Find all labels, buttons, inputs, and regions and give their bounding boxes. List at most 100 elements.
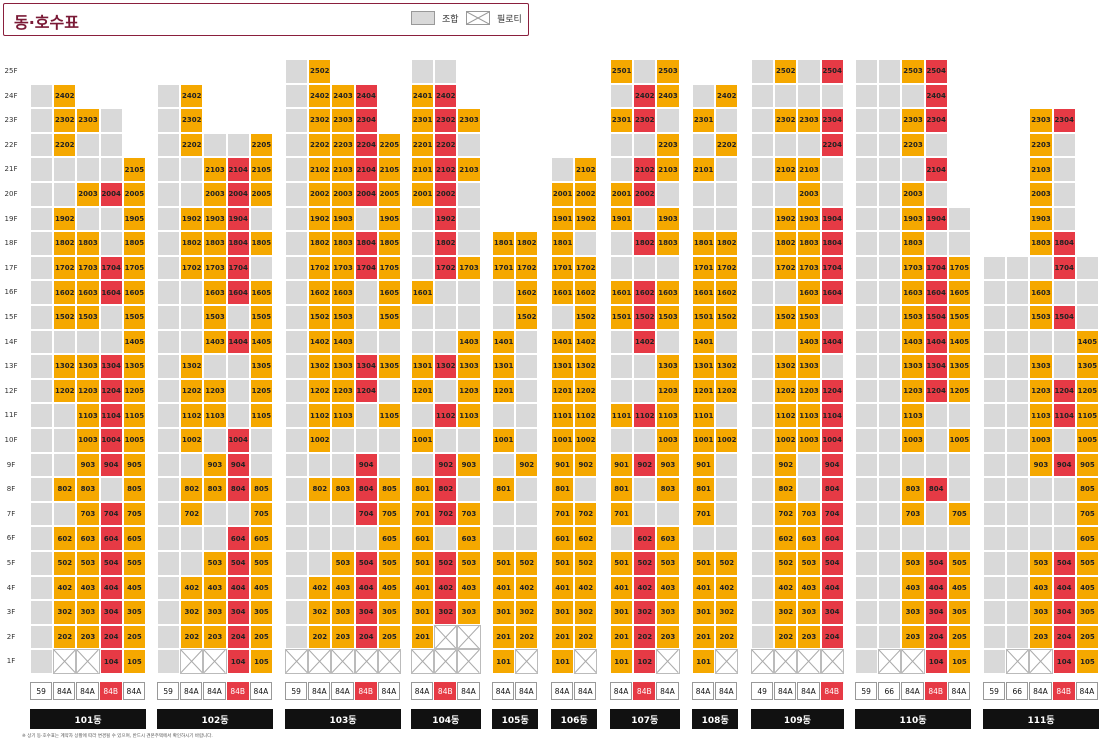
unit-cell-84b: 2304 — [1052, 108, 1076, 133]
unit-cell: 301 — [551, 600, 575, 625]
unit-cell: 303 — [901, 600, 925, 625]
unit-cell-84b: 104 — [1052, 649, 1076, 674]
unit-cell: 1101 — [551, 403, 575, 428]
unit-union — [354, 329, 378, 355]
unit-cell: 1603 — [331, 280, 355, 305]
unit-cell: 1103 — [901, 403, 925, 428]
unit-cell: 1205 — [249, 378, 273, 404]
unit-cell: 1302 — [53, 354, 77, 379]
unit-type-label: 84B — [633, 682, 656, 700]
unit-union — [411, 403, 435, 428]
unit-union — [751, 477, 775, 502]
unit-cell: 302 — [180, 600, 204, 625]
unit-cell: 2003 — [901, 182, 925, 207]
unit-union — [855, 378, 879, 404]
unit-cell-84b: 504 — [99, 551, 123, 576]
unit-cell: 903 — [656, 452, 680, 478]
unit-cell: 202 — [574, 624, 598, 650]
unit-cell-84b: 304 — [354, 600, 378, 625]
unit-cell: 302 — [774, 600, 798, 625]
unit-union — [610, 255, 634, 281]
floor-label: 11F — [4, 411, 18, 420]
unit-union — [30, 132, 54, 158]
unit-type-label: 84A — [774, 682, 797, 700]
unit-union — [411, 305, 435, 330]
unit-cell-84b: 204 — [924, 624, 948, 650]
unit-type-label: 84A — [656, 682, 679, 700]
unit-cell: 503 — [203, 551, 227, 576]
page-title: 동·호수표 — [14, 13, 79, 32]
unit-union — [226, 378, 250, 404]
unit-cell: 2303 — [1029, 108, 1053, 133]
unit-cell-84b: 1204 — [820, 378, 844, 404]
unit-cell: 1703 — [76, 255, 100, 281]
unit-cell-84b: 1504 — [924, 305, 948, 330]
unit-cell: 1305 — [249, 354, 273, 379]
unit-cell-84b: 604 — [820, 526, 844, 551]
unit-cell: 402 — [574, 575, 598, 601]
unit-cell: 1902 — [53, 206, 77, 232]
unit-type-label: 84A — [610, 682, 633, 700]
unit-union — [53, 329, 77, 355]
unit-cell: 1801 — [551, 231, 575, 256]
unit-cell: 601 — [411, 526, 435, 551]
unit-cell-84b: 2104 — [924, 157, 948, 182]
unit-union — [797, 83, 821, 109]
unit-type-label: 59 — [30, 682, 53, 700]
unit-cell: 905 — [1075, 452, 1099, 478]
unit-union — [30, 403, 54, 428]
unit-union — [610, 83, 634, 109]
unit-union — [855, 354, 879, 379]
unit-union — [30, 551, 54, 576]
unit-cell: 303 — [457, 600, 481, 625]
unit-union — [855, 231, 879, 256]
unit-cell: 2101 — [692, 157, 716, 182]
unit-union — [878, 354, 902, 379]
unit-cell: 803 — [203, 477, 227, 502]
unit-union — [878, 403, 902, 428]
unit-union — [715, 501, 739, 527]
unit-cell: 1202 — [53, 378, 77, 404]
unit-union — [633, 378, 657, 404]
unit-cell: 1005 — [122, 428, 146, 453]
unit-cell: 401 — [411, 575, 435, 601]
unit-union — [157, 157, 181, 182]
piloti-cell — [53, 649, 77, 674]
unit-cell: 2202 — [715, 132, 739, 158]
unit-cell: 1102 — [180, 403, 204, 428]
unit-union — [774, 329, 798, 355]
unit-union — [53, 428, 77, 453]
unit-union — [692, 526, 716, 551]
unit-cell: 903 — [457, 452, 481, 478]
unit-cell: 505 — [249, 551, 273, 576]
unit-union — [633, 428, 657, 453]
piloti-cell — [377, 649, 401, 674]
unit-cell: 1205 — [947, 378, 971, 404]
unit-cell: 202 — [53, 624, 77, 650]
piloti-cell — [901, 649, 925, 674]
unit-union — [99, 157, 123, 182]
unit-union — [1006, 354, 1030, 379]
unit-union — [99, 132, 123, 158]
piloti-cell — [331, 649, 355, 674]
unit-cell: 1303 — [331, 354, 355, 379]
unit-cell: 1402 — [574, 329, 598, 355]
unit-union — [983, 649, 1007, 674]
unit-cell-84b: 2302 — [434, 108, 458, 133]
unit-cell: 802 — [180, 477, 204, 502]
unit-union — [1075, 305, 1099, 330]
unit-union — [1052, 428, 1076, 453]
unit-cell-84b: 502 — [434, 551, 458, 576]
unit-cell: 905 — [122, 452, 146, 478]
unit-union — [411, 452, 435, 478]
unit-cell: 1601 — [692, 280, 716, 305]
unit-union — [492, 280, 516, 305]
unit-union — [1029, 501, 1053, 527]
unit-cell: 802 — [774, 477, 798, 502]
piloti-cell — [457, 649, 481, 674]
unit-cell-84b: 1704 — [99, 255, 123, 281]
unit-union — [692, 182, 716, 207]
unit-union — [180, 157, 204, 182]
unit-cell: 1102 — [308, 403, 332, 428]
unit-cell: 1803 — [656, 231, 680, 256]
